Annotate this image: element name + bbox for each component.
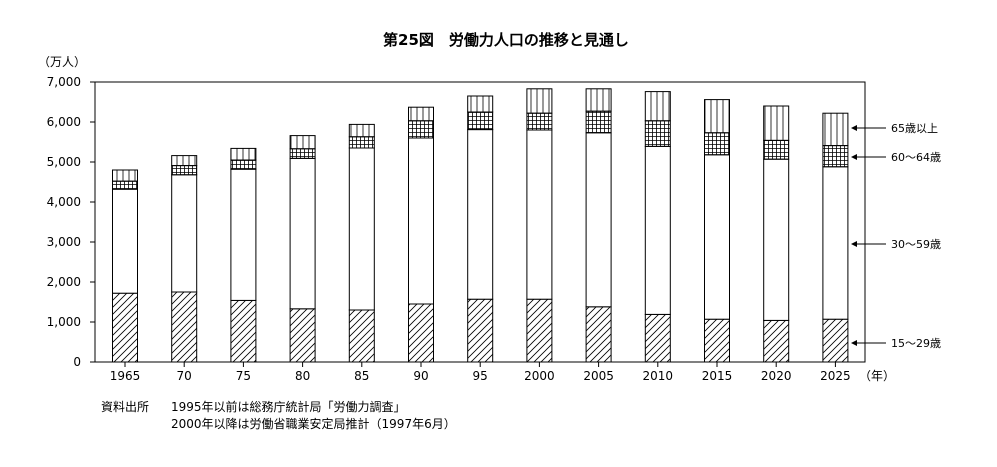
bar-segment [526,298,553,363]
x-tick-label: 85 [354,369,369,383]
bar-segment [112,188,138,294]
bar-segment [112,180,138,190]
bar-segment [704,132,730,156]
bar-segment [289,308,316,363]
bar-segment [348,123,375,138]
bar-segment [289,157,316,310]
bar-segment [644,145,671,315]
bar-segment [585,88,612,112]
x-tick-label: 2025 [820,369,851,383]
bar-segment [526,88,553,114]
source-line-1: 1995年以前は総務庁統計局「労働力調査」 [171,399,406,414]
x-tick-label: 80 [295,369,310,383]
x-tick-label: 2020 [761,369,792,383]
bar-segment [408,303,434,363]
x-tick-label: 2015 [702,369,733,383]
legend-arrow-head [851,125,857,131]
legend-label: 65歳以上 [891,122,938,135]
bar-segment [704,154,730,320]
y-axis-ticks: 0 1,000 2,000 3,000 4,000 5,000 6,000 7,000 [47,75,95,369]
bar-segment [230,147,257,161]
bar-segment [467,111,494,131]
x-tick-label: 95 [473,369,488,383]
x-tick-label: 2000 [524,369,555,383]
bar-segment [467,298,494,363]
bar-segment [467,95,494,113]
legend-label: 15〜29歳 [891,337,941,350]
y-tick-label: 3,000 [47,235,81,249]
bar-segment [408,106,434,122]
bar-segment [230,159,257,170]
legend-arrow-head [851,241,857,247]
bar-segment [408,137,434,305]
bar-segment [644,120,671,147]
bar-segment [112,292,138,363]
bar-segment [822,318,849,363]
x-unit-label: （年） [859,369,895,383]
y-tick-label: 0 [73,355,81,369]
chart-title: 第25図 労働力人口の推移と見通し [383,31,629,49]
legend-label: 60〜64歳 [891,151,941,164]
bar-segment [171,174,198,293]
y-tick-label: 4,000 [47,195,81,209]
legend-label: 30〜59歳 [891,238,941,251]
bar-segment [171,155,198,167]
bar-segment [348,136,375,149]
bar-segment [289,148,316,159]
bar-segment [585,132,612,308]
x-tick-label: 2005 [583,369,614,383]
y-unit-label: （万人） [38,55,86,69]
x-tick-label: 2010 [643,369,674,383]
bar-segment [230,299,257,363]
bar-segment [644,91,671,122]
bars [112,88,849,363]
bar-segment [763,158,790,321]
bar-segment [171,291,198,363]
y-tick-label: 5,000 [47,155,81,169]
bar-segment [408,120,434,139]
bar-segment [822,166,849,320]
bar-segment [467,129,494,300]
bar-segment [585,110,612,134]
y-tick-label: 6,000 [47,115,81,129]
bar-segment [704,318,730,363]
bar-segment [763,319,790,363]
legend: 65歳以上 60〜64歳 30〜59歳 15〜29歳 [851,122,941,350]
y-tick-label: 7,000 [47,75,81,89]
legend-arrow-head [851,340,857,346]
x-tick-label: 1965 [110,369,141,383]
bar-segment [644,313,671,363]
bar-segment [822,112,849,147]
bar-segment [822,145,849,168]
x-tick-label: 70 [177,369,192,383]
legend-arrow-head [851,154,857,160]
bar-segment [526,129,553,300]
bar-segment [230,168,257,301]
x-tick-label: 90 [413,369,428,383]
bar-segment [348,309,375,363]
bar-segment [585,306,612,363]
bar-segment [763,139,790,160]
x-axis-ticks: 1965 70 75 80 85 90 95 2000 2005 2010 2015 2020 2025 [110,362,851,383]
x-tick-label: 75 [236,369,251,383]
bar-segment [704,99,730,134]
bar-segment [112,169,138,182]
source-line-2: 2000年以降は労働省職業安定局推計（1997年6月） [171,416,456,431]
source-label: 資料出所 [101,400,149,414]
y-tick-label: 2,000 [47,275,81,289]
bar-segment [526,112,553,131]
bar-segment [171,165,198,176]
y-tick-label: 1,000 [47,315,81,329]
bar-segment [289,135,316,150]
bar-segment [348,147,375,311]
bar-segment [763,105,790,141]
